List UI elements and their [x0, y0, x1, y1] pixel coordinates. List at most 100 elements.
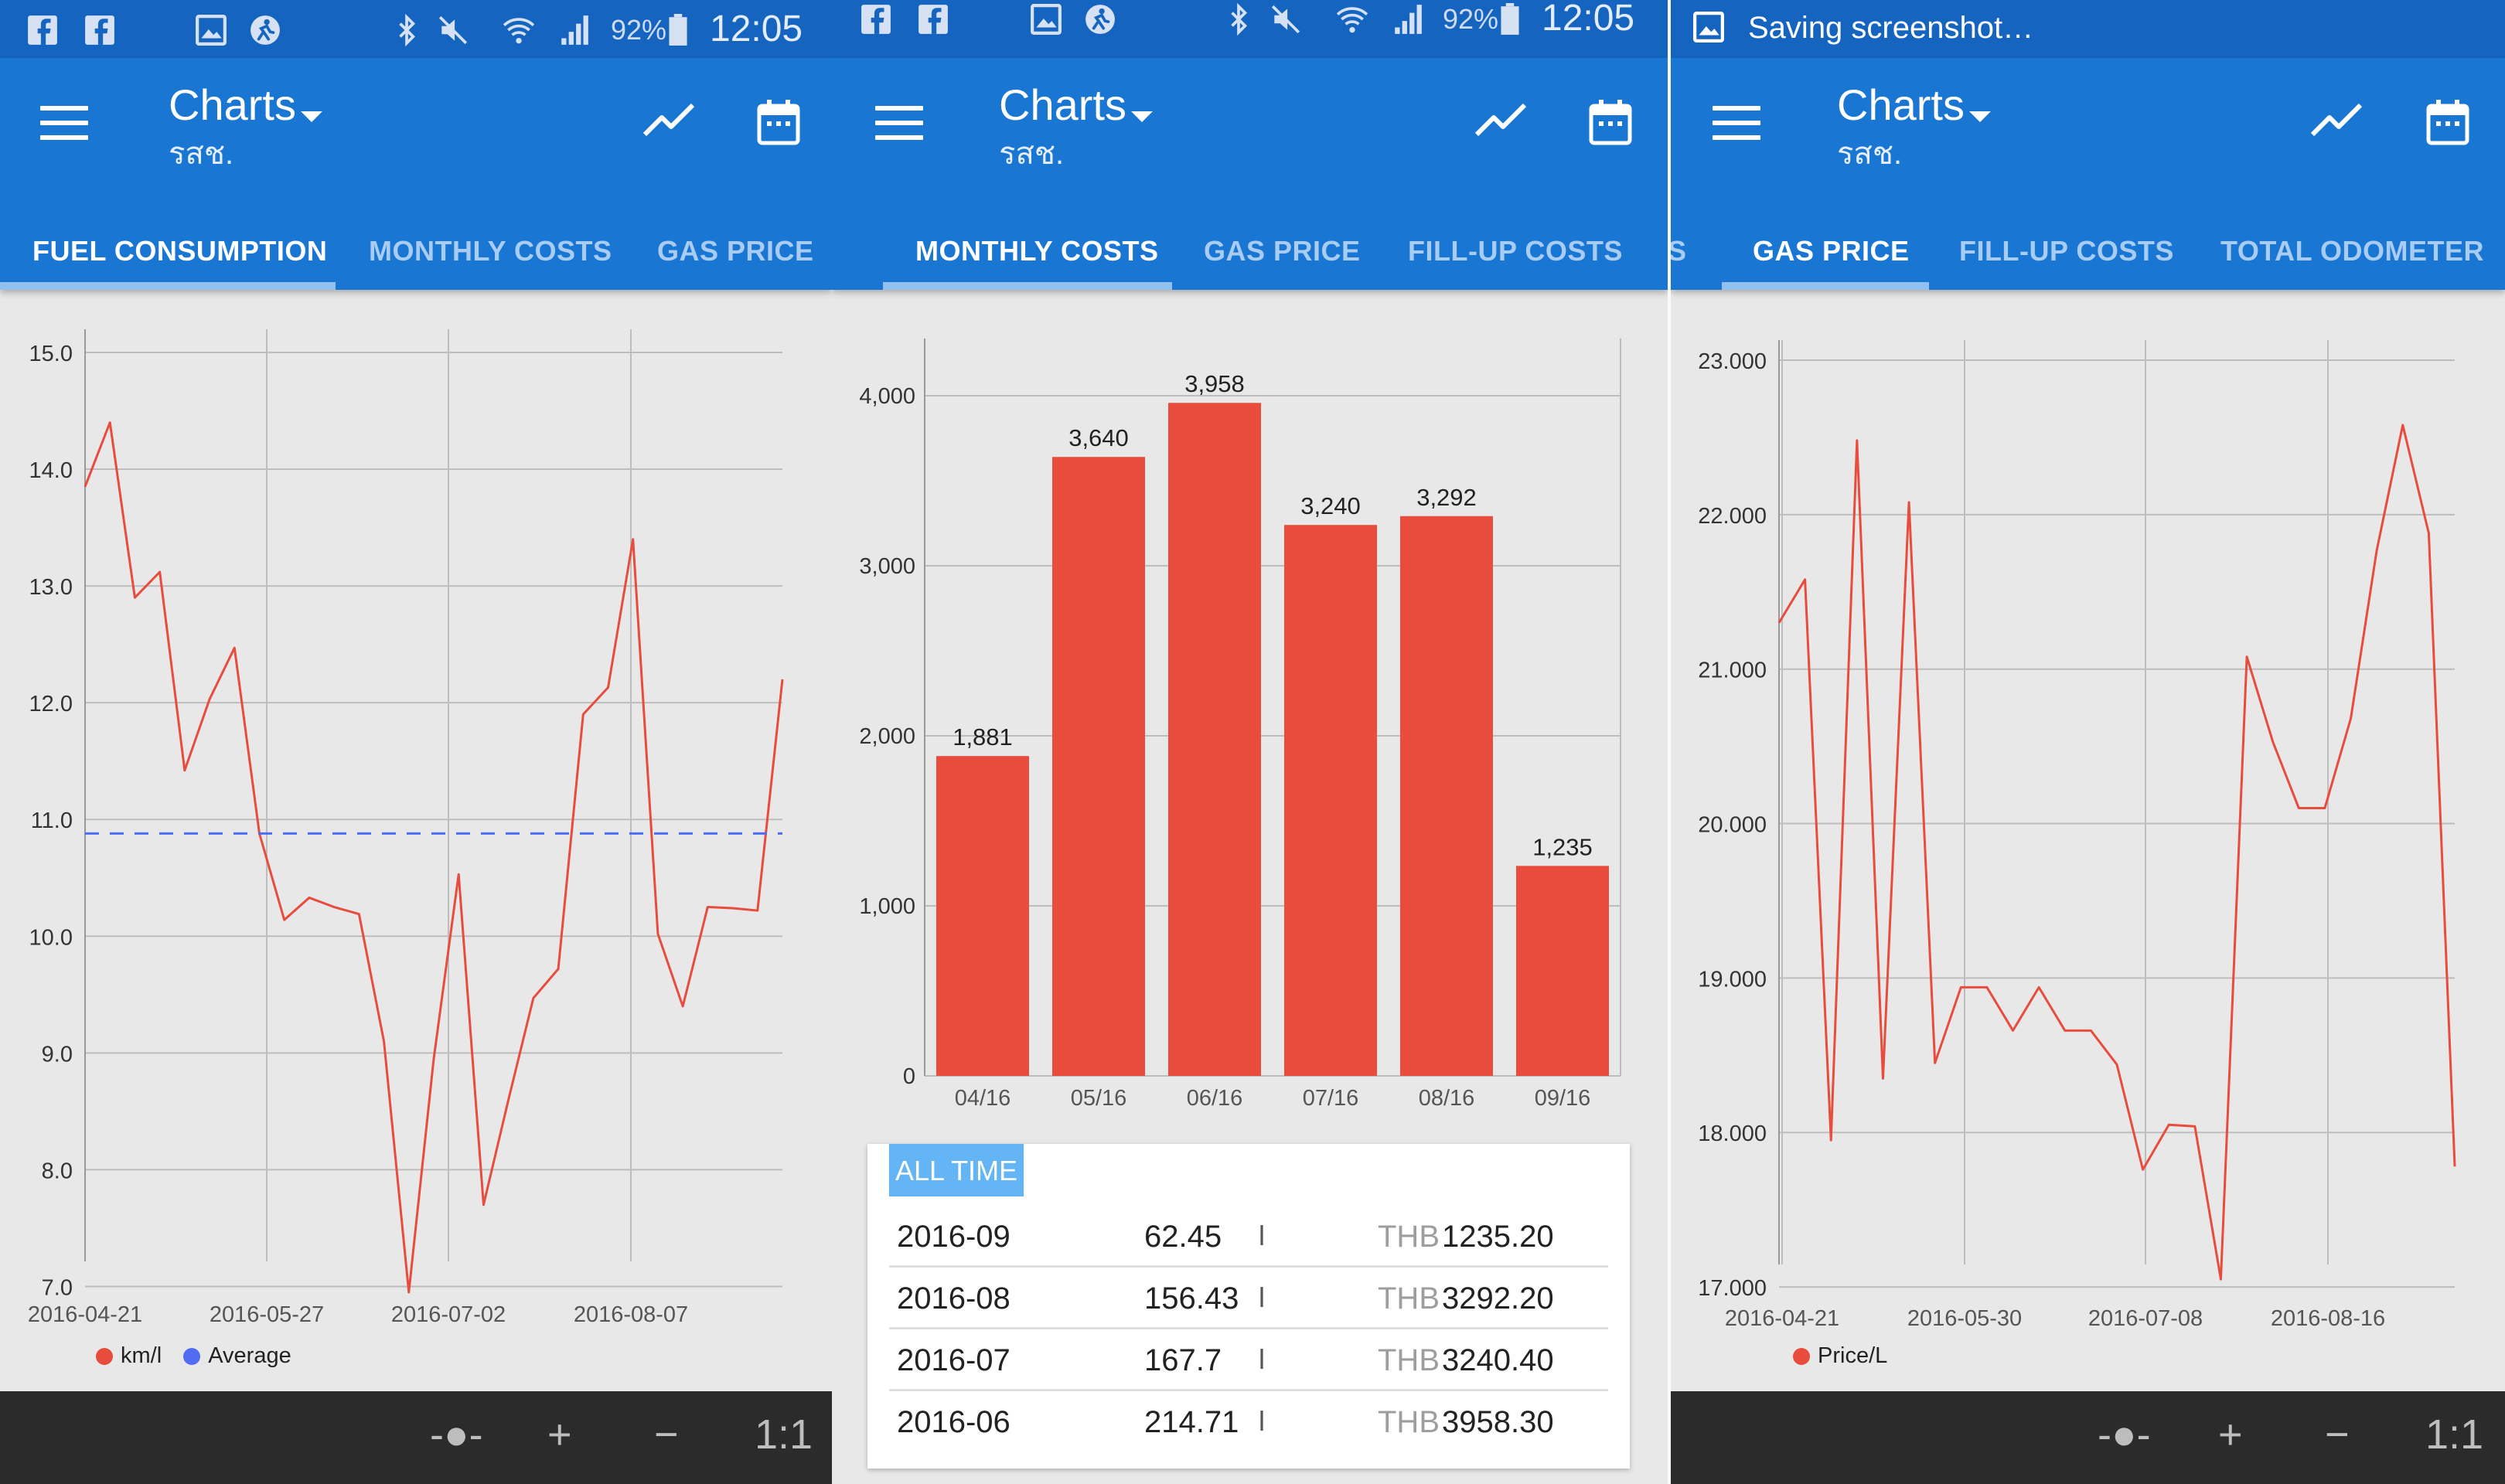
tab-indicator — [883, 282, 1172, 290]
row-volume: 167.7 — [1144, 1343, 1222, 1377]
tab-fill-up-costs[interactable]: FILL-UP COSTS — [1408, 235, 1623, 267]
facebook-icon — [85, 15, 114, 45]
calendar-icon[interactable] — [2425, 98, 2470, 146]
x-tick-label: 07/16 — [1303, 1086, 1359, 1111]
y-tick-label: 0 — [903, 1064, 915, 1089]
y-tick-label: 9.0 — [42, 1042, 73, 1067]
calendar-icon[interactable] — [756, 98, 801, 146]
y-tick-label: 19.000 — [1698, 967, 1767, 992]
clock: 12:05 — [1542, 0, 1635, 39]
table-row[interactable]: 2016-08 156.43 l THB 3292.20 — [889, 1268, 1608, 1329]
data-label: 3,240 — [1300, 492, 1361, 519]
zoom-reset-button[interactable]: 1:1 — [755, 1411, 813, 1458]
y-tick-label: 23.000 — [1698, 349, 1767, 374]
menu-icon[interactable] — [40, 106, 88, 140]
app-title: Charts — [169, 80, 296, 129]
zoom-out-button[interactable]: − — [654, 1411, 679, 1458]
tab-overflow-left[interactable]: S — [1671, 235, 1687, 267]
data-label: 3,958 — [1184, 370, 1245, 397]
all-time-chip[interactable]: ALL TIME — [889, 1144, 1024, 1196]
y-tick-label: 8.0 — [42, 1159, 73, 1183]
x-tick-label: 2016-04-21 — [1725, 1306, 1839, 1331]
y-tick-label: 15.0 — [29, 342, 73, 366]
row-currency: THB — [1378, 1343, 1440, 1377]
data-label: 3,292 — [1416, 484, 1477, 511]
image-icon — [1031, 4, 1062, 35]
app-bar: Charts รสช. S GAS PRICE FILL-UP COSTS TO… — [1671, 58, 2505, 290]
series-line-kml — [84, 421, 784, 1294]
legend-label-average: Average — [208, 1343, 291, 1368]
row-month: 2016-09 — [897, 1220, 1011, 1254]
row-month: 2016-08 — [897, 1281, 1011, 1316]
dropdown-arrow-icon — [300, 111, 322, 122]
data-label: 1,881 — [953, 723, 1013, 751]
tab-monthly-costs[interactable]: MONTHLY COSTS — [369, 235, 612, 267]
wifi-icon — [503, 18, 535, 44]
pan-control[interactable]: -●- — [2098, 1411, 2151, 1458]
facebook-icon — [28, 15, 57, 45]
vehicle-selector[interactable]: Charts รสช. — [999, 80, 1153, 178]
tab-total-odometer[interactable]: TOTAL ODOMETER — [2220, 235, 2485, 267]
battery-icon — [1501, 3, 1519, 35]
screenshot-icon — [1693, 12, 1724, 43]
trending-chart-icon[interactable] — [1474, 100, 1528, 139]
zoom-reset-button[interactable]: 1:1 — [2425, 1411, 2484, 1458]
image-icon — [196, 15, 227, 46]
app-bar: Charts รสช. FUEL CONSUMPTION MONTHLY COS… — [0, 58, 832, 290]
pan-control[interactable]: -●- — [430, 1411, 483, 1458]
x-tick-label: 08/16 — [1419, 1086, 1475, 1111]
x-tick-label: 05/16 — [1071, 1086, 1127, 1111]
monthly-costs-table: ALL TIME 2016-09 62.45 l THB 1235.20 201… — [867, 1144, 1630, 1469]
zoom-out-button[interactable]: − — [2325, 1411, 2350, 1458]
fitness-app-icon — [250, 15, 280, 45]
zoom-in-button[interactable]: + — [547, 1411, 572, 1458]
table-row[interactable]: 2016-09 62.45 l THB 1235.20 — [889, 1206, 1608, 1268]
fuel-consumption-chart: 7.0 8.0 9.0 10.0 11.0 12.0 13.0 14.0 15.0 2016-04… — [28, 329, 784, 1327]
vehicle-selector[interactable]: Charts รสช. — [1837, 80, 1991, 178]
battery-icon — [669, 14, 687, 46]
y-tick-label: 13.0 — [29, 575, 73, 600]
x-tick-label: 2016-05-30 — [1907, 1306, 2022, 1331]
divider — [1668, 0, 1671, 1484]
y-tick-label: 4,000 — [859, 384, 915, 409]
tab-bar: S GAS PRICE FILL-UP COSTS TOTAL ODOMETER — [1671, 205, 2505, 290]
y-tick-label: 21.000 — [1698, 659, 1767, 683]
menu-icon[interactable] — [1713, 106, 1760, 140]
battery-percent: 92% — [611, 14, 667, 46]
tab-gas-price[interactable]: GAS PRICE — [1753, 235, 1910, 267]
y-tick-label: 2,000 — [859, 724, 915, 749]
row-amount: 1235.20 — [1442, 1220, 1554, 1254]
trending-chart-icon[interactable] — [2309, 100, 2364, 139]
calendar-icon[interactable] — [1588, 98, 1633, 146]
y-tick-label: 12.0 — [29, 692, 73, 716]
row-volume: 156.43 — [1144, 1281, 1239, 1316]
row-currency: THB — [1378, 1220, 1440, 1254]
data-label: 3,640 — [1068, 424, 1129, 451]
tab-gas-price[interactable]: GAS PRICE — [1204, 235, 1361, 267]
x-tick-label: 06/16 — [1187, 1086, 1243, 1111]
table-row[interactable]: 2016-06 214.71 l THB 3958.30 — [889, 1391, 1608, 1453]
vehicle-name: รสช. — [1837, 137, 1903, 171]
status-bar: 92% 12:05 — [0, 0, 832, 58]
zoom-in-button[interactable]: + — [2218, 1411, 2243, 1458]
x-tick-label: 04/16 — [955, 1086, 1011, 1111]
monthly-costs-chart: 0 1,000 2,000 3,000 4,000 1,881 04/16 3,640 05/1… — [859, 339, 1621, 1111]
menu-icon[interactable] — [875, 106, 923, 140]
tab-indicator — [1722, 282, 1929, 290]
tab-indicator — [0, 282, 336, 290]
tab-gas-price[interactable]: GAS PRICE — [657, 235, 814, 267]
row-amount: 3292.20 — [1442, 1281, 1554, 1316]
tab-monthly-costs[interactable]: MONTHLY COSTS — [915, 235, 1159, 267]
y-tick-label: 7.0 — [42, 1275, 73, 1300]
facebook-icon — [918, 5, 948, 34]
vehicle-selector[interactable]: Charts รสช. — [169, 80, 322, 178]
tab-overflow[interactable]: N — [831, 205, 832, 290]
y-tick-label: 22.000 — [1698, 504, 1767, 529]
table-row[interactable]: 2016-07 167.7 l THB 3240.40 — [889, 1329, 1608, 1391]
x-tick-label: 2016-07-02 — [391, 1302, 506, 1327]
trending-chart-icon[interactable] — [642, 100, 696, 139]
gas-price-chart: 17.000 18.000 19.000 20.000 21.000 22.000 23.0… — [1698, 340, 2456, 1331]
tab-fuel-consumption[interactable]: FUEL CONSUMPTION — [32, 235, 328, 267]
row-unit: l — [1259, 1220, 1265, 1251]
tab-fill-up-costs[interactable]: FILL-UP COSTS — [1959, 235, 2174, 267]
